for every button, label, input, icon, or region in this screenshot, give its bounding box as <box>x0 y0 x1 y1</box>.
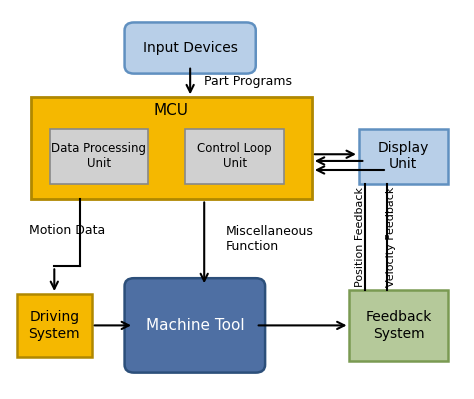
Text: Motion Data: Motion Data <box>28 225 105 237</box>
Text: Feedback
System: Feedback System <box>365 310 432 340</box>
Text: Machine Tool: Machine Tool <box>146 318 244 333</box>
Text: Position Feedback: Position Feedback <box>355 187 365 287</box>
Text: Display
Unit: Display Unit <box>378 141 429 171</box>
FancyBboxPatch shape <box>349 290 448 361</box>
Text: Part Programs: Part Programs <box>204 75 292 88</box>
FancyBboxPatch shape <box>17 294 92 357</box>
FancyBboxPatch shape <box>125 278 265 373</box>
Text: Control Loop
Unit: Control Loop Unit <box>197 142 272 170</box>
FancyBboxPatch shape <box>31 97 312 200</box>
Text: Input Devices: Input Devices <box>143 41 237 55</box>
Text: Miscellaneous
Function: Miscellaneous Function <box>225 225 313 253</box>
FancyBboxPatch shape <box>125 22 256 73</box>
Text: Data Processing
Unit: Data Processing Unit <box>51 142 146 170</box>
FancyBboxPatch shape <box>185 129 284 184</box>
Text: MCU: MCU <box>154 103 189 118</box>
FancyBboxPatch shape <box>359 129 448 184</box>
FancyBboxPatch shape <box>50 129 148 184</box>
Text: Velocity Feedback: Velocity Feedback <box>386 187 396 287</box>
Text: Driving
System: Driving System <box>28 310 80 340</box>
